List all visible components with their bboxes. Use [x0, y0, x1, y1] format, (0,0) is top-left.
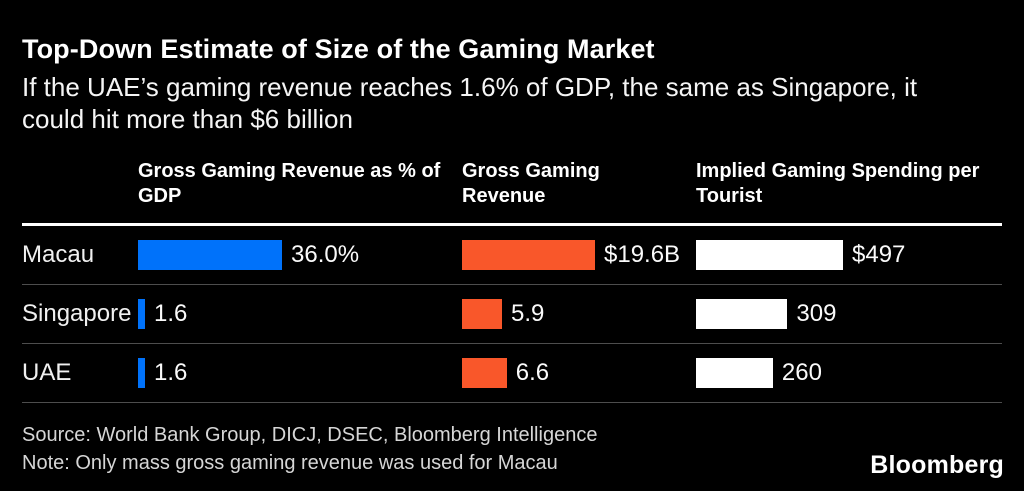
bar-value: 6.6 [515, 359, 550, 387]
bar-value: 5.9 [511, 300, 545, 328]
bar-cell: $19.6B [462, 240, 696, 271]
column-header-ggr: Gross Gaming Revenue [462, 160, 600, 208]
bar-value: 1.6 [154, 300, 188, 328]
bar-cell: 1.6 [138, 358, 462, 389]
bar-cell: 260 [696, 358, 1002, 389]
bar-value: 36.0% [291, 241, 360, 269]
row-label-uae: UAE [22, 359, 72, 387]
column-header-row: Gross Gaming Revenue as % of GDP Gross G… [22, 159, 1002, 227]
chart-subtitle: If the UAE’s gaming revenue reaches 1.6%… [22, 72, 918, 134]
note-text: Note: Only mass gross gaming revenue was… [22, 452, 558, 475]
bar-singapore-spending [696, 299, 788, 330]
column-header-ggr-pct-gdp: Gross Gaming Revenue as % of GDP [138, 160, 441, 208]
bar-macau-spending [696, 240, 843, 271]
bar-value: 1.6 [154, 359, 188, 387]
column-header-spending-per-tourist: Implied Gaming Spending per Tourist [696, 160, 980, 208]
chart-title: Top-Down Estimate of Size of the Gaming … [22, 34, 655, 64]
bar-value: $497 [852, 241, 906, 269]
table-row-macau: Macau 36.0% $19.6B $497 [22, 226, 1002, 286]
row-label-macau: Macau [22, 241, 95, 269]
footer: Source: World Bank Group, DICJ, DSEC, Bl… [22, 422, 1002, 477]
bar-cell: 36.0% [138, 240, 462, 271]
bar-value: $19.6B [604, 241, 681, 269]
bar-singapore-ggr-pct-gdp [138, 299, 145, 330]
bar-value: 309 [796, 300, 837, 328]
bar-cell: 6.6 [462, 358, 696, 389]
bar-uae-spending [696, 358, 773, 389]
chart-table: Gross Gaming Revenue as % of GDP Gross G… [22, 159, 1002, 404]
table-row-singapore: Singapore 1.6 5.9 309 [22, 285, 1002, 345]
bar-uae-ggr-pct-gdp [138, 358, 145, 389]
bar-cell: 1.6 [138, 299, 462, 330]
bar-cell: $497 [696, 240, 1002, 271]
bar-cell: 309 [696, 299, 1002, 330]
bar-macau-ggr-pct-gdp [138, 240, 282, 271]
bar-macau-ggr [462, 240, 595, 271]
bloomberg-logo: Bloomberg [870, 451, 1004, 479]
source-text: Source: World Bank Group, DICJ, DSEC, Bl… [22, 424, 598, 447]
bar-cell: 5.9 [462, 299, 696, 330]
table-row-uae: UAE 1.6 6.6 260 [22, 344, 1002, 404]
column-header-spacer [22, 159, 138, 209]
bar-uae-ggr [462, 358, 507, 389]
bar-singapore-ggr [462, 299, 503, 330]
bar-value: 260 [781, 359, 822, 387]
row-label-singapore: Singapore [22, 300, 132, 328]
